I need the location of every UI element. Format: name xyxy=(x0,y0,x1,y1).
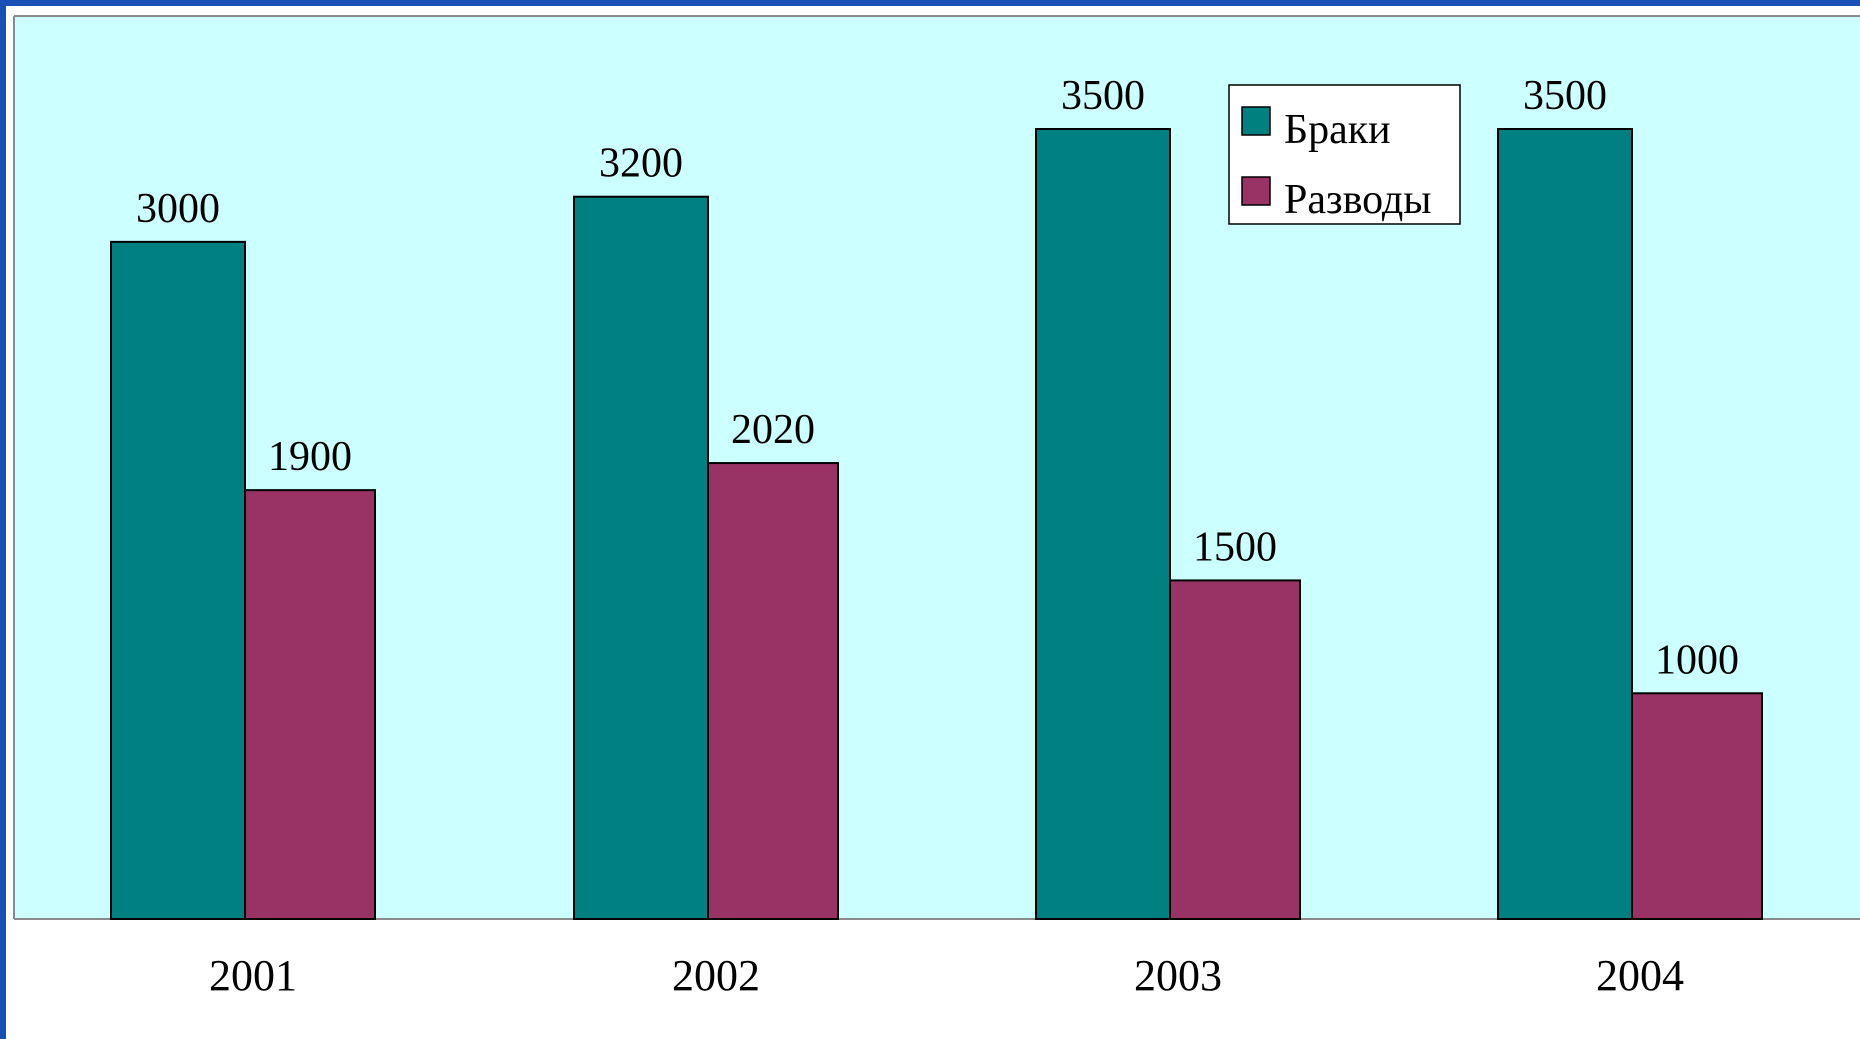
data-label-razvody-2001: 1900 xyxy=(268,434,352,480)
bar-braki-2002 xyxy=(573,195,709,920)
category-label-2003: 2003 xyxy=(1134,951,1222,1000)
bar-razvody-2001 xyxy=(244,489,376,920)
bar-braki-2004 xyxy=(1497,128,1633,920)
category-label-2004: 2004 xyxy=(1596,951,1684,1000)
data-label-razvody-2002: 2020 xyxy=(731,407,815,453)
category-label-2002: 2002 xyxy=(672,951,760,1000)
legend-swatch-series-1 xyxy=(1241,106,1271,136)
data-label-braki-2004: 3500 xyxy=(1523,73,1607,119)
bar-braki-2001 xyxy=(110,240,246,921)
legend-swatch-series-2 xyxy=(1241,176,1271,206)
data-label-razvody-2003: 1500 xyxy=(1193,524,1277,570)
bar-braki-2003 xyxy=(1035,128,1171,920)
legend-label-series-2: Разводы xyxy=(1284,177,1432,223)
category-labels-group: 2001 2002 2003 2004 xyxy=(209,951,1684,1000)
data-label-braki-2003: 3500 xyxy=(1061,73,1145,119)
legend: Браки Разводы xyxy=(1228,84,1461,225)
bar-razvody-2002 xyxy=(707,462,839,920)
data-labels-group: 3000 1900 3200 2020 3500 1500 3500 1000 xyxy=(136,73,1739,683)
bars-group xyxy=(110,128,1763,921)
bar-razvody-2003 xyxy=(1169,579,1301,921)
legend-label-series-1: Браки xyxy=(1284,107,1391,153)
data-label-braki-2001: 3000 xyxy=(136,186,220,232)
data-label-razvody-2004: 1000 xyxy=(1655,637,1739,683)
category-label-2001: 2001 xyxy=(209,951,297,1000)
data-label-braki-2002: 3200 xyxy=(599,141,683,187)
bar-razvody-2004 xyxy=(1631,692,1763,920)
